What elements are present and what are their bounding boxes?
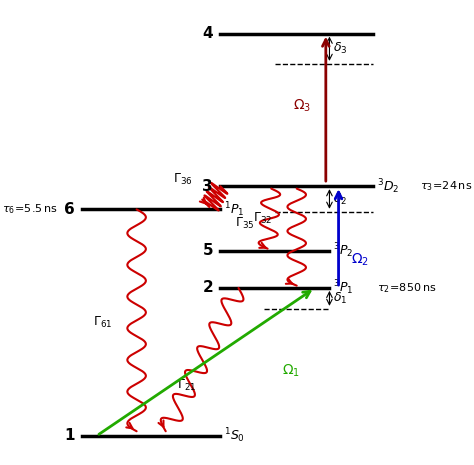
Text: $\Omega_1$: $\Omega_1$ [282, 363, 300, 379]
Text: $^{1}S_{0}$: $^{1}S_{0}$ [224, 426, 245, 445]
Text: $\delta_1$: $\delta_1$ [333, 291, 347, 306]
Text: $^{1}P_{1}$: $^{1}P_{1}$ [224, 200, 244, 219]
Text: $\Gamma_{32}$: $\Gamma_{32}$ [253, 211, 272, 226]
Text: 6: 6 [64, 202, 75, 217]
Text: $\Omega_2$: $\Omega_2$ [351, 252, 369, 268]
Text: $\tau_2\!=\!850\,\mathrm{ns}$: $\tau_2\!=\!850\,\mathrm{ns}$ [377, 281, 436, 295]
Text: $\Gamma_{35}$: $\Gamma_{35}$ [235, 216, 255, 231]
Text: $\Gamma_{61}$: $\Gamma_{61}$ [93, 315, 112, 330]
Text: $^{3}P_{1}$: $^{3}P_{1}$ [333, 279, 354, 297]
Text: 2: 2 [202, 280, 213, 295]
Text: $\tau_6\!=\!5.5\,\mathrm{ns}$: $\tau_6\!=\!5.5\,\mathrm{ns}$ [2, 202, 58, 216]
Text: $\tau_3\!=\!24\,\mathrm{ns}$: $\tau_3\!=\!24\,\mathrm{ns}$ [420, 179, 473, 193]
Text: $\delta_3$: $\delta_3$ [333, 41, 347, 56]
Text: $^{3}P_{2}$: $^{3}P_{2}$ [333, 242, 353, 260]
Text: 4: 4 [202, 26, 213, 41]
Text: $\Omega_3$: $\Omega_3$ [293, 97, 311, 113]
Text: $^{3}D_{2}$: $^{3}D_{2}$ [377, 177, 399, 196]
Text: 5: 5 [202, 244, 213, 259]
Text: $\delta_2$: $\delta_2$ [333, 192, 347, 206]
Text: 1: 1 [64, 428, 75, 444]
Text: $\Gamma_{36}$: $\Gamma_{36}$ [173, 172, 192, 187]
Text: $\Gamma_{21}$: $\Gamma_{21}$ [177, 378, 196, 392]
Text: 3: 3 [202, 179, 213, 194]
